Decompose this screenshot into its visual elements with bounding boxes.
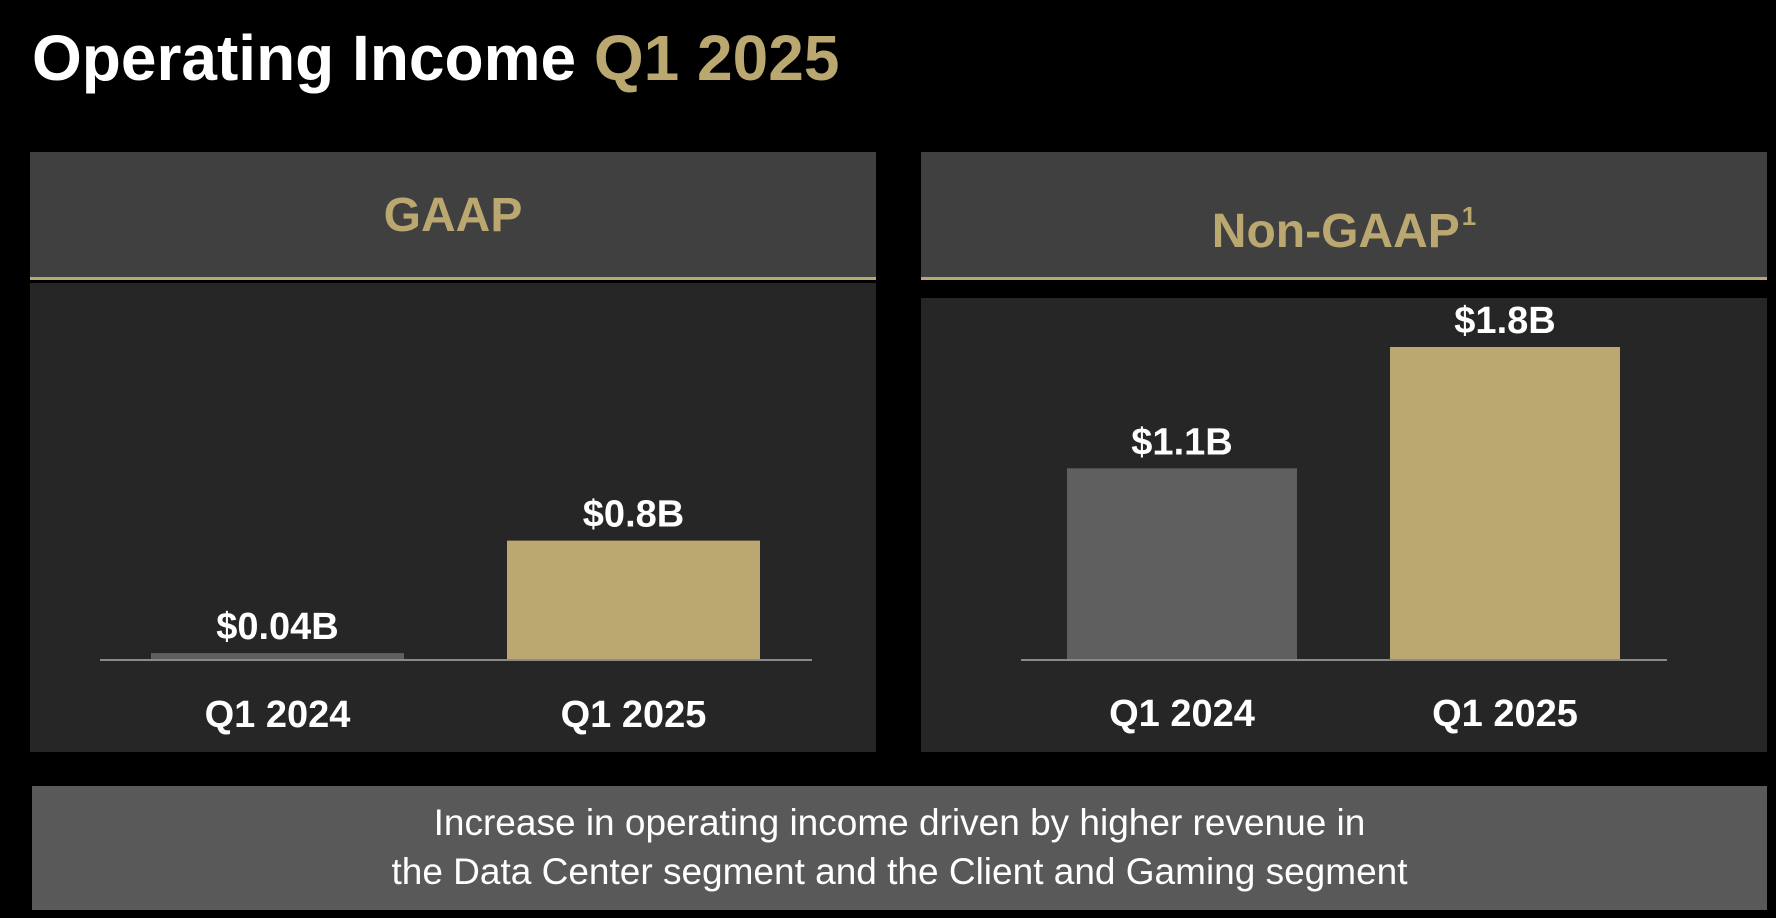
gaap-category-label: Q1 2024 bbox=[205, 694, 351, 736]
non-gaap-chart-panel: $1.1B Q1 2024 $1.8B Q1 2025 bbox=[921, 298, 1767, 752]
non-gaap-value-label: $1.8B bbox=[1454, 300, 1555, 342]
gaap-value-label: $0.8B bbox=[583, 494, 684, 536]
gaap-category-label: Q1 2025 bbox=[561, 694, 707, 736]
footer-line-2: the Data Center segment and the Client a… bbox=[391, 851, 1408, 892]
gaap-bar-q1-2025 bbox=[507, 540, 760, 659]
gaap-chart: $0.04B Q1 2024 $0.8B Q1 2025 bbox=[100, 494, 812, 736]
non-gaap-value-label: $1.1B bbox=[1131, 421, 1232, 463]
title-accent: Q1 2025 bbox=[593, 22, 840, 94]
non-gaap-bar-q1-2024 bbox=[1067, 468, 1297, 659]
non-gaap-bar-q1-2025 bbox=[1390, 347, 1620, 659]
non-gaap-header-text: Non-GAAP bbox=[1211, 205, 1460, 258]
title-main: Operating Income bbox=[32, 22, 577, 94]
non-gaap-panel-header: Non-GAAP1 bbox=[921, 152, 1767, 280]
non-gaap-header-label: Non-GAAP1 bbox=[1212, 192, 1476, 256]
gaap-chart-panel: $0.04B Q1 2024 $0.8B Q1 2025 bbox=[30, 283, 876, 752]
non-gaap-category-label: Q1 2024 bbox=[1109, 693, 1255, 735]
page-title: Operating Income Q1 2025 bbox=[32, 18, 839, 98]
non-gaap-chart: $1.1B Q1 2024 $1.8B Q1 2025 bbox=[1021, 300, 1667, 735]
footer-line-1: Increase in operating income driven by h… bbox=[433, 802, 1366, 843]
gaap-panel-header: GAAP bbox=[30, 152, 876, 280]
gaap-bar-q1-2024 bbox=[151, 653, 404, 659]
footer-summary: Increase in operating income driven by h… bbox=[32, 786, 1767, 910]
footnote-marker: 1 bbox=[1461, 201, 1477, 231]
non-gaap-category-label: Q1 2025 bbox=[1432, 693, 1578, 735]
gaap-header-label: GAAP bbox=[383, 189, 523, 242]
gaap-value-label: $0.04B bbox=[216, 606, 339, 648]
